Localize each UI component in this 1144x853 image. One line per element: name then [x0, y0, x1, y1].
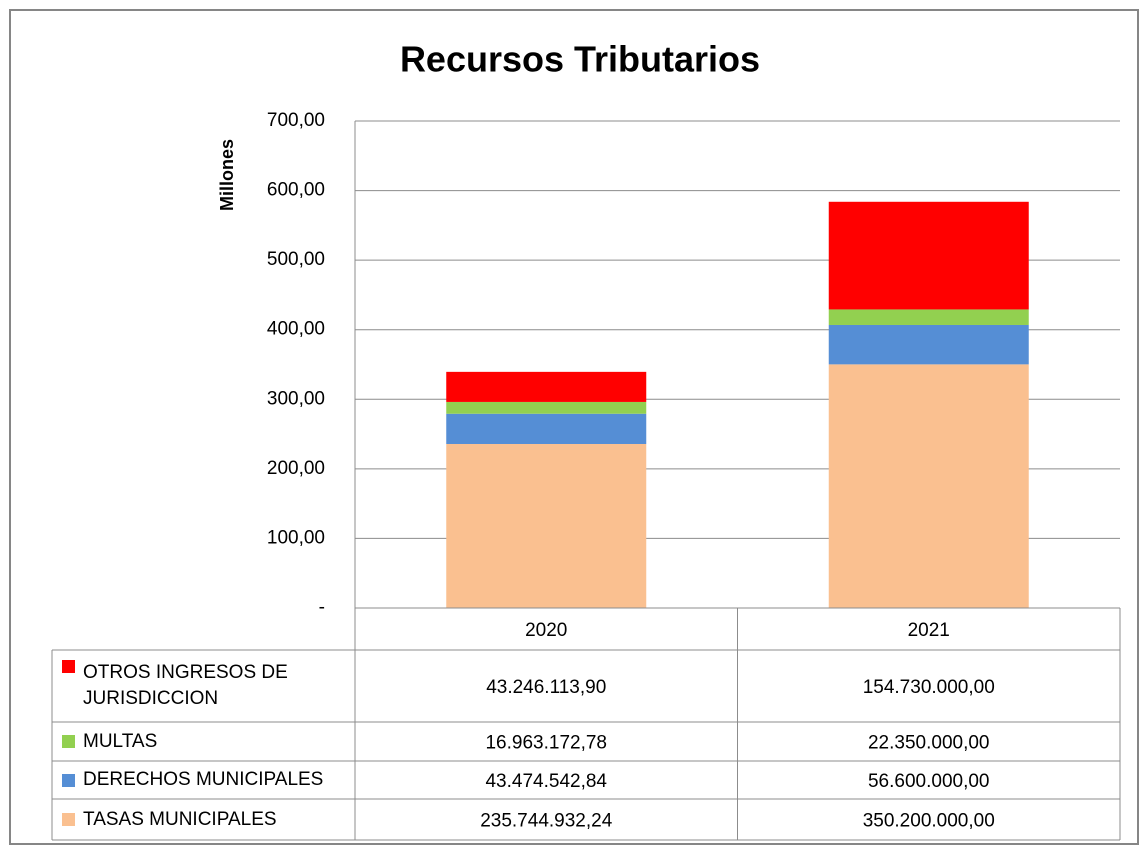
y-tick-label: 400,00: [267, 319, 325, 340]
bar-segment: [446, 413, 647, 444]
data-table-value: 43.246.113,90: [486, 677, 606, 698]
data-table-value: 154.730.000,00: [863, 677, 995, 698]
chart-frame: [9, 9, 1139, 845]
legend-swatch: [62, 660, 75, 673]
bar-segment: [446, 443, 647, 608]
bar-segment: [828, 364, 1029, 608]
data-table-value: 22.350.000,00: [868, 733, 990, 754]
data-table-value: 235.744.932,24: [480, 811, 613, 832]
data-table-value: 16.963.172,78: [485, 733, 607, 754]
data-table-value: 350.200.000,00: [863, 811, 995, 832]
y-tick-label: 100,00: [267, 527, 325, 548]
legend-swatch: [62, 813, 75, 826]
legend-swatch: [62, 773, 75, 787]
y-tick-label: 300,00: [267, 388, 325, 409]
y-axis-label: Millones: [217, 139, 237, 211]
legend-cell: OTROS INGRESOS DE JURISDICCION: [52, 650, 355, 722]
bar-segment: [446, 401, 647, 414]
data-table-value: 56.600.000,00: [868, 771, 990, 792]
legend-label-box: DERECHOS MUNICIPALES: [52, 761, 355, 799]
bar-segment: [828, 324, 1029, 365]
y-tick-label: 500,00: [267, 249, 325, 270]
legend-label-box: OTROS INGRESOS DE JURISDICCION: [52, 650, 355, 722]
y-tick-label: -: [319, 597, 325, 618]
legend-label: DERECHOS MUNICIPALES: [83, 769, 324, 790]
legend-swatch: [62, 735, 75, 748]
bar-segment: [828, 201, 1029, 310]
x-tick-label: 2021: [908, 620, 950, 641]
y-tick-label: 200,00: [267, 458, 325, 479]
legend-cell: MULTAS: [52, 722, 355, 761]
bar-segment: [446, 371, 647, 402]
legend-cell: DERECHOS MUNICIPALES: [52, 761, 355, 799]
bar-segment: [828, 309, 1029, 325]
data-table-value: 43.474.542,84: [485, 771, 607, 792]
legend-label-box: TASAS MUNICIPALES: [52, 799, 355, 840]
legend-cell: TASAS MUNICIPALES: [52, 799, 355, 840]
x-tick-label: 2020: [525, 620, 567, 641]
legend-label: TASAS MUNICIPALES: [83, 808, 277, 830]
legend-label: MULTAS: [83, 730, 158, 752]
y-tick-label: 700,00: [267, 110, 325, 131]
y-tick-label: 600,00: [267, 180, 325, 201]
legend-label: OTROS INGRESOS DE JURISDICCION: [83, 662, 288, 709]
chart-title: Recursos Tributarios: [400, 39, 760, 80]
legend-label-box: MULTAS: [52, 722, 355, 761]
